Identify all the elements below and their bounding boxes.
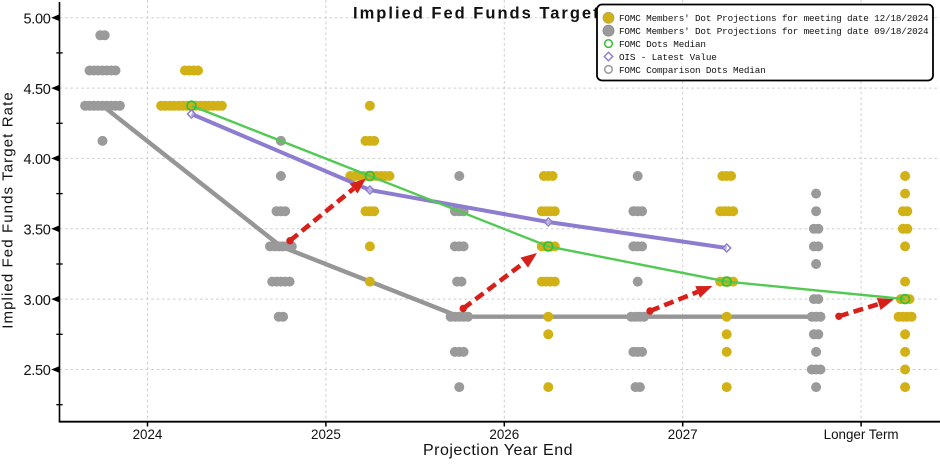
svg-text:FOMC Members' Dot Projections: FOMC Members' Dot Projections for meetin…: [619, 26, 929, 37]
svg-text:4.50: 4.50: [23, 82, 50, 98]
svg-text:2.50: 2.50: [23, 363, 50, 379]
svg-text:FOMC Comparison Dots Median: FOMC Comparison Dots Median: [619, 65, 766, 76]
svg-text:OIS - Latest Value: OIS - Latest Value: [619, 52, 717, 63]
svg-text:Implied Fed Funds Target Rate: Implied Fed Funds Target Rate: [353, 5, 651, 23]
svg-text:2026: 2026: [489, 427, 519, 442]
svg-text:3.00: 3.00: [23, 293, 50, 309]
svg-text:2025: 2025: [311, 427, 341, 442]
svg-text:5.00: 5.00: [23, 11, 50, 27]
svg-text:2024: 2024: [133, 427, 163, 442]
svg-text:4.00: 4.00: [23, 152, 50, 168]
svg-text:3.50: 3.50: [23, 223, 50, 239]
svg-text:Longer Term: Longer Term: [824, 427, 899, 442]
svg-text:Implied Fed Funds Target Rate: Implied Fed Funds Target Rate: [0, 91, 17, 329]
svg-text:FOMC Dots Median: FOMC Dots Median: [619, 39, 706, 50]
svg-text:Projection Year End: Projection Year End: [423, 442, 573, 459]
svg-text:2027: 2027: [668, 427, 698, 442]
svg-text:FOMC Members' Dot Projections: FOMC Members' Dot Projections for meetin…: [619, 13, 929, 24]
